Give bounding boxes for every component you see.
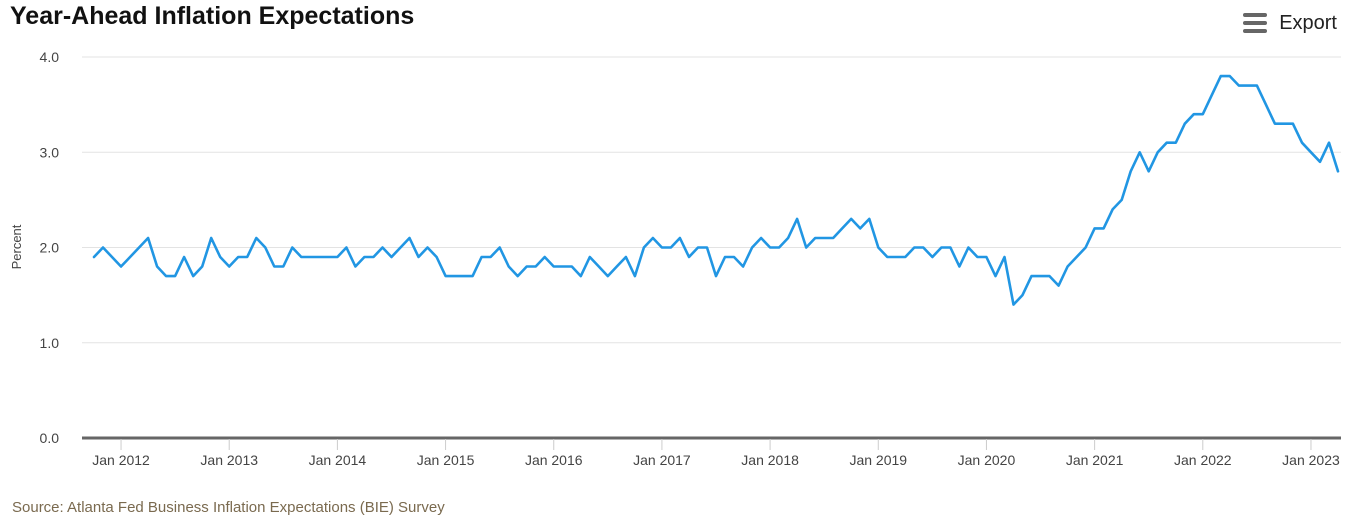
gridlines [82, 56, 1341, 344]
x-tick-label: Jan 2022 [1174, 452, 1232, 468]
x-tick-label: Jan 2016 [525, 452, 583, 468]
y-tick-label: 1.0 [40, 335, 60, 351]
chart-title: Year-Ahead Inflation Expectations [10, 2, 415, 30]
hamburger-menu-icon [1243, 13, 1268, 33]
series-layer [92, 74, 1340, 306]
export-label: Export [1279, 11, 1337, 34]
y-axis-label: Percent [9, 224, 24, 269]
source-note: Source: Atlanta Fed Business Inflation E… [12, 499, 445, 516]
y-tick-label: 0.0 [40, 430, 60, 446]
x-tick-label: Jan 2018 [741, 452, 799, 468]
y-axis: 0.0 1.0 2.0 3.0 4.0 [40, 49, 60, 446]
series-line [92, 74, 1340, 306]
x-axis: Jan 2012 Jan 2013 Jan 2014 Jan 2015 Jan 2016… [82, 436, 1341, 468]
y-tick-label: 2.0 [40, 240, 60, 256]
y-tick-label: 4.0 [40, 49, 60, 65]
x-tick-label: Jan 2023 [1282, 452, 1340, 468]
export-button[interactable]: Export [1243, 8, 1337, 38]
x-tick-label: Jan 2015 [417, 452, 475, 468]
x-tick-label: Jan 2020 [958, 452, 1016, 468]
x-tick-label: Jan 2013 [200, 452, 258, 468]
x-tick-label: Jan 2021 [1066, 452, 1124, 468]
y-tick-label: 3.0 [40, 144, 60, 160]
x-tick-label: Jan 2017 [633, 452, 691, 468]
x-tick-label: Jan 2014 [309, 452, 367, 468]
x-tick-label: Jan 2012 [92, 452, 150, 468]
x-tick-label: Jan 2019 [849, 452, 907, 468]
